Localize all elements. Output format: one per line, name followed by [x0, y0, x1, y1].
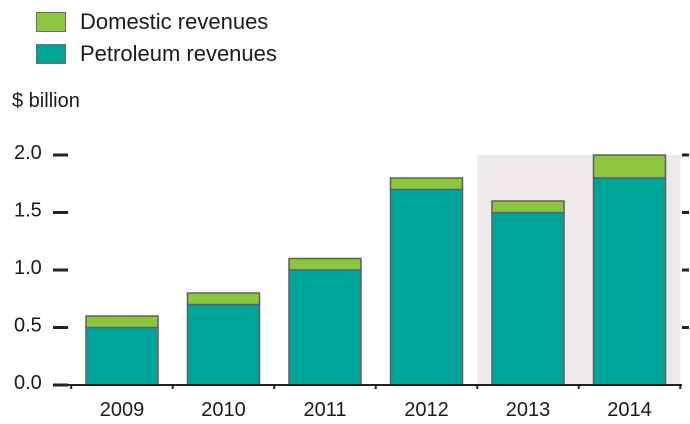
bar-2014-petroleum [592, 177, 667, 386]
bar-2009-domestic [85, 315, 159, 329]
y-tick-label-3: 1.5 [14, 200, 42, 222]
y-tick-label-4: 2.0 [14, 142, 42, 164]
bar-2013-domestic [491, 200, 565, 214]
bar-2009-petroleum [85, 326, 159, 386]
y-tick-label-2: 1.0 [14, 257, 42, 279]
y-axis-unit-label: $ billion [12, 90, 80, 112]
bar-2011-domestic [288, 257, 362, 271]
x-tick-label-2009: 2009 [100, 399, 145, 421]
chart-legend: Domestic revenues Petroleum revenues [36, 6, 277, 70]
x-tick-label-2012: 2012 [404, 399, 449, 421]
bar-2012-petroleum [389, 188, 464, 386]
x-tick-label-2013: 2013 [506, 399, 551, 421]
legend-swatch-petroleum [36, 44, 66, 64]
x-tick-label-2011: 2011 [303, 399, 346, 421]
legend-label-petroleum: Petroleum revenues [80, 41, 277, 66]
legend-label-domestic: Domestic revenues [80, 9, 269, 34]
y-tick-label-0: 0.0 [14, 372, 42, 394]
legend-swatch-domestic [36, 12, 66, 32]
bar-2010-petroleum [186, 303, 261, 386]
bar-2011-petroleum [288, 269, 362, 386]
bar-2010-domestic [186, 292, 261, 306]
x-tick-label-2014: 2014 [607, 399, 652, 421]
y-tick-label-1: 0.5 [14, 315, 42, 337]
legend-item-domestic: Domestic revenues [36, 6, 277, 38]
bar-2014-domestic [592, 154, 667, 179]
bar-2012-domestic [389, 177, 464, 191]
bar-2013-petroleum [491, 211, 565, 386]
x-tick-label-2010: 2010 [201, 399, 246, 421]
legend-item-petroleum: Petroleum revenues [36, 38, 277, 70]
